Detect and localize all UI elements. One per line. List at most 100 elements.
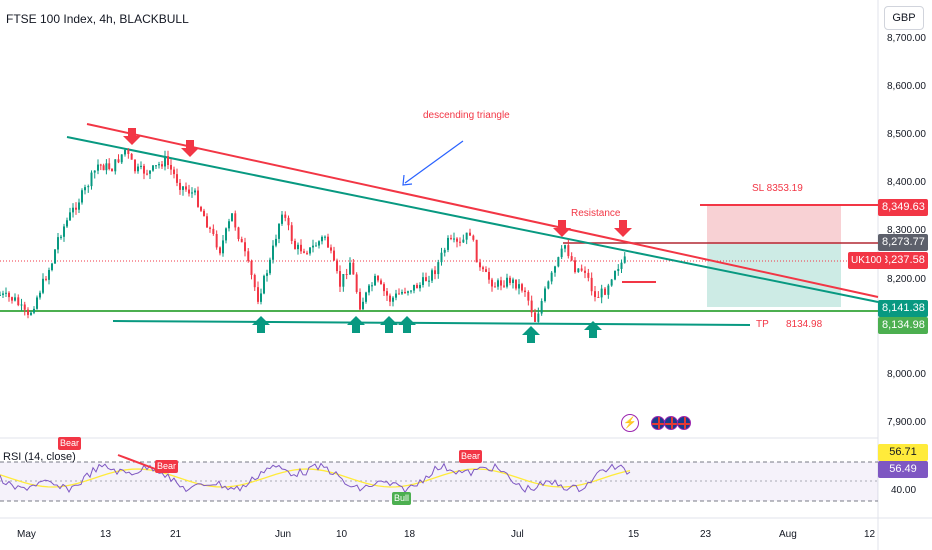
annotation-arrowhead xyxy=(402,174,413,186)
uk-flag-icon[interactable] xyxy=(664,416,678,430)
currency-button[interactable]: GBP xyxy=(884,6,924,30)
time-axis-label: 21 xyxy=(170,529,182,540)
candle-body xyxy=(503,285,505,287)
annotation-arrow[interactable] xyxy=(404,140,464,184)
candle-body xyxy=(240,239,243,243)
candle-body xyxy=(587,272,590,278)
candle-body xyxy=(108,163,111,170)
candle-body xyxy=(359,291,361,310)
price-axis-label: 7,900.00 xyxy=(887,417,926,428)
candle-body xyxy=(87,186,90,188)
time-axis-label: Jul xyxy=(511,529,524,540)
candle-body xyxy=(550,272,553,282)
candle-body xyxy=(209,227,211,229)
lightning-icon[interactable]: ⚡ xyxy=(621,414,639,432)
candle-body xyxy=(380,280,382,285)
candle-body xyxy=(81,190,83,203)
candle-body xyxy=(518,284,520,289)
candle-body xyxy=(284,214,287,218)
candle-body xyxy=(54,249,56,264)
entry-price-tag: 8,273.77 xyxy=(878,234,928,251)
candle-body xyxy=(410,290,412,292)
rsi-indicator-label[interactable]: RSI (14, close) xyxy=(3,451,76,463)
stop-loss-prefix: SL xyxy=(752,183,764,194)
resistance-label[interactable]: Resistance xyxy=(571,208,621,219)
candle-body xyxy=(191,192,193,194)
candle-body xyxy=(45,278,47,280)
take-profit-label[interactable]: TP xyxy=(756,319,769,330)
candle-body xyxy=(534,312,536,322)
candle-body xyxy=(99,164,102,166)
candle-body xyxy=(105,163,108,171)
candle-body xyxy=(570,256,573,261)
candle-body xyxy=(253,274,256,288)
candle-body xyxy=(345,274,348,276)
triangle-lower-trendline[interactable] xyxy=(66,136,879,303)
buy-arrow-icon xyxy=(584,321,602,338)
candle-body xyxy=(401,291,403,294)
candle-body xyxy=(140,165,142,167)
candle-body xyxy=(365,292,367,302)
candle-body xyxy=(78,202,80,210)
sell-arrow-markers xyxy=(123,128,632,237)
uk-flag-icon[interactable] xyxy=(677,416,691,430)
rsi-divergence-line[interactable] xyxy=(117,454,159,471)
time-axis-label: 18 xyxy=(404,529,416,540)
candle-body xyxy=(120,154,123,163)
candle-body xyxy=(2,293,4,295)
candle-body xyxy=(330,247,332,251)
uk-flag-icon[interactable] xyxy=(651,416,665,430)
candle-body xyxy=(472,235,475,240)
candle-body xyxy=(290,225,293,241)
take-profit-zone[interactable] xyxy=(707,244,841,307)
candle-body xyxy=(494,286,496,288)
candle-body xyxy=(620,262,623,269)
candle-body xyxy=(597,296,600,298)
candle-body xyxy=(278,223,280,239)
support-price-tag: 8,141.38 xyxy=(878,300,928,317)
candle-body xyxy=(479,262,481,268)
stop-loss-value: 8353.19 xyxy=(766,183,803,194)
candle-body xyxy=(336,260,338,272)
candle-body xyxy=(594,291,596,297)
candle-body xyxy=(146,173,148,175)
candle-body xyxy=(580,268,583,271)
price-axis-label: 8,600.00 xyxy=(887,81,926,92)
time-axis-label: 10 xyxy=(336,529,348,540)
candle-body xyxy=(306,252,308,254)
candle-body xyxy=(269,259,271,274)
candle-body xyxy=(27,309,29,315)
price-axis-label: 8,200.00 xyxy=(887,274,926,285)
candle-body xyxy=(182,186,184,190)
time-axis-label: 13 xyxy=(100,529,112,540)
candle-body xyxy=(0,294,1,296)
candle-body xyxy=(170,164,172,170)
candle-body xyxy=(482,267,484,270)
candle-body xyxy=(434,270,436,275)
resistance-trendline[interactable] xyxy=(86,123,879,298)
candle-body xyxy=(407,291,409,293)
stop-loss-zone[interactable] xyxy=(707,205,841,244)
candle-body xyxy=(428,280,430,282)
candle-body xyxy=(309,247,311,254)
candle-body xyxy=(431,270,433,281)
sell-arrow-icon xyxy=(614,220,632,237)
take-profit-value[interactable]: 8134.98 xyxy=(786,319,823,330)
bull-signal-badge: Bull xyxy=(392,492,412,505)
candle-body xyxy=(266,273,268,276)
candle-body xyxy=(161,164,163,167)
take-profit-level-line[interactable] xyxy=(112,320,751,326)
candle-body xyxy=(321,236,323,242)
candle-body xyxy=(465,232,468,240)
candle-body xyxy=(179,182,181,190)
candle-body xyxy=(17,297,20,306)
stop-loss-label[interactable]: SL 8353.19 xyxy=(752,183,803,194)
pattern-label[interactable]: descending triangle xyxy=(423,110,510,121)
candle-body xyxy=(362,301,364,310)
candle-body xyxy=(247,251,250,262)
candle-body xyxy=(377,275,379,281)
candle-body xyxy=(342,274,345,287)
candle-body xyxy=(30,312,32,315)
bear-signal-badge: Bear xyxy=(155,460,179,473)
